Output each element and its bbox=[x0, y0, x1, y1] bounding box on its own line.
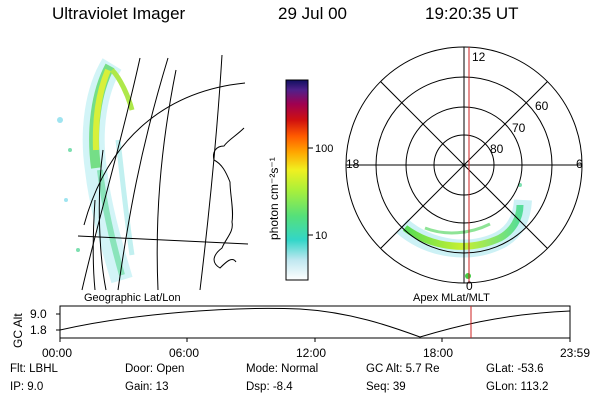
colorbar: 100 10 photon cm⁻²s⁻¹ bbox=[267, 79, 333, 281]
orbit-ytick-9: 9.0 bbox=[30, 307, 47, 321]
mlt-label-12: 12 bbox=[472, 50, 486, 64]
mlt-label-18: 18 bbox=[346, 157, 360, 171]
info-mode: Mode: Normal bbox=[246, 363, 319, 375]
info-flt: Flt: LBHL bbox=[10, 363, 58, 375]
image-time: 19:20:35 UT bbox=[425, 4, 519, 23]
polar-plot: 12 18 6 0 60 70 80 bbox=[345, 46, 583, 293]
aurora-geo bbox=[57, 58, 135, 284]
app-title: Ultraviolet Imager bbox=[52, 4, 186, 23]
orbit-xtick-0000: 00:00 bbox=[42, 346, 72, 360]
orbit-plot: GC Alt 9.0 1.8 00:00 06:00 12:00 18:00 2… bbox=[11, 305, 590, 360]
info-glon: GLon: 113.2 bbox=[486, 381, 549, 393]
geographic-map bbox=[57, 54, 249, 291]
info-gain: Gain: 13 bbox=[125, 381, 169, 393]
mlt-label-6: 6 bbox=[576, 157, 583, 171]
info-seq: Seq: 39 bbox=[366, 381, 406, 393]
geo-panel-caption: Geographic Lat/Lon bbox=[84, 292, 181, 304]
aurora-polar bbox=[396, 183, 532, 279]
orbit-ylabel: GC Alt bbox=[11, 313, 25, 348]
mlat-label-70: 70 bbox=[512, 121, 526, 135]
coastline bbox=[213, 127, 245, 269]
info-dsp: Dsp: -8.4 bbox=[246, 381, 293, 393]
mlat-label-80: 80 bbox=[490, 142, 504, 156]
info-ip: IP: 9.0 bbox=[10, 381, 44, 393]
geo-grid bbox=[77, 54, 249, 291]
image-date: 29 Jul 00 bbox=[278, 4, 347, 23]
info-gcalt: GC Alt: 5.7 Re bbox=[366, 363, 440, 375]
colorbar-tick-100: 100 bbox=[315, 143, 333, 155]
polar-panel-caption: Apex MLat/MLT bbox=[413, 292, 490, 304]
info-door: Door: Open bbox=[125, 363, 185, 375]
colorbar-label: photon cm⁻²s⁻¹ bbox=[267, 157, 281, 240]
gc-altitude-curve bbox=[59, 307, 571, 338]
orbit-xtick-0600: 06:00 bbox=[169, 346, 199, 360]
orbit-xtick-1800: 18:00 bbox=[423, 346, 453, 360]
mlat-label-60: 60 bbox=[535, 99, 549, 113]
orbit-ytick-1.8: 1.8 bbox=[30, 323, 47, 337]
info-glat: GLat: -53.6 bbox=[486, 363, 544, 375]
orbit-xtick-1200: 12:00 bbox=[296, 346, 326, 360]
colorbar-tick-10: 10 bbox=[315, 230, 327, 242]
orbit-xtick-2359: 23:59 bbox=[560, 346, 590, 360]
mlt-label-0: 0 bbox=[466, 279, 473, 293]
